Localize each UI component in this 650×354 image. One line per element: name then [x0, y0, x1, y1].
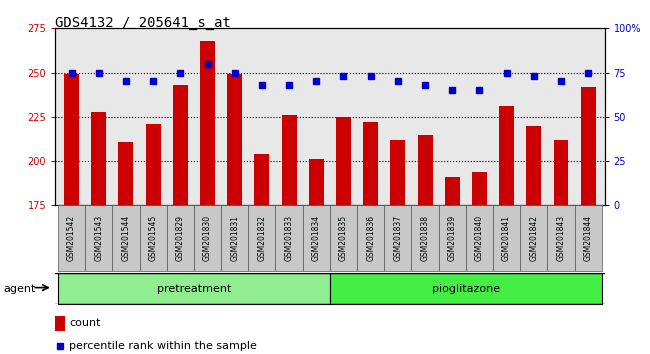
Bar — [221, 205, 248, 271]
Bar — [167, 205, 194, 271]
Bar — [227, 74, 242, 205]
Text: GSM201841: GSM201841 — [502, 215, 511, 261]
Bar — [554, 140, 569, 205]
Bar — [580, 87, 595, 205]
Bar — [140, 205, 167, 271]
Bar — [248, 205, 276, 271]
Bar — [336, 117, 351, 205]
Bar — [357, 205, 384, 271]
Bar — [58, 205, 85, 271]
Text: GSM201836: GSM201836 — [366, 215, 375, 261]
Text: GSM201833: GSM201833 — [285, 215, 294, 261]
Bar — [64, 74, 79, 205]
Text: GSM201844: GSM201844 — [584, 215, 593, 261]
Bar — [520, 205, 547, 271]
Text: pioglitazone: pioglitazone — [432, 284, 500, 293]
Text: GDS4132 / 205641_s_at: GDS4132 / 205641_s_at — [55, 16, 231, 30]
Text: GSM201543: GSM201543 — [94, 215, 103, 261]
Bar — [526, 126, 541, 205]
Bar — [200, 41, 215, 205]
Bar — [146, 124, 161, 205]
Text: GSM201837: GSM201837 — [393, 215, 402, 261]
Text: GSM201831: GSM201831 — [230, 215, 239, 261]
Bar — [417, 135, 432, 205]
Bar — [173, 85, 188, 205]
Text: GSM201834: GSM201834 — [312, 215, 321, 261]
Text: GSM201830: GSM201830 — [203, 215, 212, 261]
Text: GSM201544: GSM201544 — [122, 215, 131, 261]
Text: GSM201842: GSM201842 — [529, 215, 538, 261]
Bar — [547, 205, 575, 271]
Bar — [309, 159, 324, 205]
Bar — [384, 205, 411, 271]
Text: count: count — [69, 318, 101, 329]
Bar — [439, 205, 466, 271]
Text: percentile rank within the sample: percentile rank within the sample — [69, 341, 257, 350]
Bar — [472, 172, 487, 205]
Text: GSM201838: GSM201838 — [421, 215, 430, 261]
Bar — [445, 177, 460, 205]
Bar — [493, 205, 520, 271]
Bar — [118, 142, 133, 205]
Bar — [575, 205, 602, 271]
Text: GSM201840: GSM201840 — [475, 215, 484, 261]
Bar — [276, 205, 303, 271]
Text: GSM201835: GSM201835 — [339, 215, 348, 261]
Bar — [466, 205, 493, 271]
Bar — [58, 273, 330, 304]
Text: GSM201545: GSM201545 — [149, 215, 158, 261]
Text: GSM201832: GSM201832 — [257, 215, 266, 261]
Bar — [85, 205, 112, 271]
Bar — [411, 205, 439, 271]
Bar — [194, 205, 221, 271]
Bar — [330, 205, 357, 271]
Bar — [281, 115, 296, 205]
Bar — [91, 112, 106, 205]
Text: pretreatment: pretreatment — [157, 284, 231, 293]
Text: GSM201829: GSM201829 — [176, 215, 185, 261]
Text: agent: agent — [3, 284, 36, 293]
Text: GSM201839: GSM201839 — [448, 215, 457, 261]
Text: GSM201542: GSM201542 — [67, 215, 76, 261]
Bar — [391, 140, 406, 205]
Bar — [254, 154, 269, 205]
Bar — [330, 273, 602, 304]
Bar — [499, 106, 514, 205]
Bar — [112, 205, 140, 271]
Bar — [363, 122, 378, 205]
Bar — [303, 205, 330, 271]
Text: GSM201843: GSM201843 — [556, 215, 566, 261]
Bar — [55, 316, 65, 331]
